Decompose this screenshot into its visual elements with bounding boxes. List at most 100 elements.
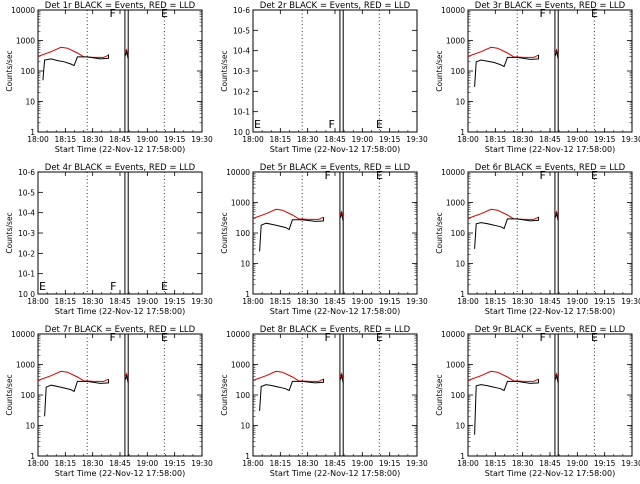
det3-x-tick-label: 19:30 (621, 135, 640, 144)
det1-x-tick-label: 18:00 (27, 135, 49, 144)
det9-y-tick-label: 10 (455, 422, 465, 431)
det9-series-lld-seg-2 (554, 372, 559, 381)
det2-mark-e-3: E (376, 118, 383, 131)
det7-x-tick-label: 19:00 (137, 459, 159, 468)
det9-y-tick-label: 10000 (441, 330, 465, 339)
det2-plot-frame (252, 9, 418, 133)
det1-y-tick-label: 10 (25, 98, 35, 107)
det9-series-lld-seg-1 (467, 370, 539, 382)
det6-x-tick-label: 18:30 (512, 297, 534, 306)
det8-x-tick-label: 19:15 (379, 459, 401, 468)
det5-mark-f-1: F (325, 169, 331, 182)
det7-x-tick-label: 18:00 (27, 459, 49, 468)
det5-y-axis-label: Counts/sec (220, 212, 229, 253)
det1-mark-f-1: F (110, 7, 116, 20)
det7-y-tick-label: 100 (21, 391, 36, 400)
det8-x-tick-label: 18:30 (297, 459, 319, 468)
det7-x-tick-label: 18:15 (55, 459, 77, 468)
det7-mark-e-2: E (161, 331, 168, 344)
det5-plot-frame (252, 171, 418, 295)
det5-x-axis-label: Start Time (22-Nov-12 17:58:00) (270, 307, 400, 316)
det1-x-tick-label: 18:30 (82, 135, 104, 144)
det8-plot-frame (252, 333, 418, 457)
det2-y-tick-label: 10-1 (233, 108, 250, 117)
det4-x-tick-label: 19:15 (164, 297, 186, 306)
det2-y-axis-label: Counts/sec (220, 50, 229, 91)
det6-x-tick-label: 19:15 (594, 297, 616, 306)
det1-x-tick-label: 19:30 (191, 135, 213, 144)
det4-y-tick-label: 10-4 (18, 209, 35, 218)
det2-mark-f-2: F (328, 118, 334, 131)
det5-y-tick-label: 1 (245, 290, 250, 299)
det9-plot-frame (467, 333, 633, 457)
det9-title: Det 9r BLACK = Events, RED = LLD (475, 325, 626, 335)
det8-x-tick-label: 18:45 (324, 459, 346, 468)
det4-x-tick-label: 19:30 (191, 297, 213, 306)
det4-y-tick-label: 10-3 (18, 229, 35, 238)
det4-plot-frame (37, 171, 203, 295)
det5-y-tick-label: 10000 (226, 168, 250, 177)
det8-mark-f-1: F (325, 331, 331, 344)
det4-x-tick-label: 18:45 (109, 297, 131, 306)
det4-mark-e-1: E (39, 280, 46, 293)
det8-y-tick-label: 10 (240, 422, 250, 431)
det2-x-tick-label: 19:00 (352, 135, 374, 144)
det8-mark-e-2: E (376, 331, 383, 344)
det8-y-tick-label: 100 (236, 391, 251, 400)
det3-x-tick-label: 18:00 (457, 135, 479, 144)
det2-y-tick-label: 10-2 (233, 87, 250, 96)
det9-mark-e-2: E (591, 331, 598, 344)
det1-y-tick-label: 1 (30, 128, 35, 137)
det7-y-axis-label: Counts/sec (5, 374, 14, 415)
det4-mark-f-2: F (110, 280, 116, 293)
det4-mark-e-3: E (161, 280, 168, 293)
det6-y-axis-label: Counts/sec (435, 212, 444, 253)
det5-x-tick-label: 18:30 (297, 297, 319, 306)
det5-series-lld-seg-2 (339, 210, 344, 219)
det9-y-tick-label: 1 (460, 452, 465, 461)
det6-mark-e-2: E (591, 169, 598, 182)
det5-x-tick-label: 18:00 (242, 297, 264, 306)
det4-x-tick-label: 18:00 (27, 297, 49, 306)
det3-y-tick-label: 10000 (441, 6, 465, 15)
det2-x-tick-label: 18:45 (324, 135, 346, 144)
det6-x-tick-label: 18:45 (539, 297, 561, 306)
det5-y-tick-label: 1000 (231, 199, 250, 208)
det6-y-tick-label: 100 (451, 229, 466, 238)
det7-series-lld-seg-1 (37, 370, 109, 382)
det7-x-tick-label: 18:45 (109, 459, 131, 468)
det3-title: Det 3r BLACK = Events, RED = LLD (475, 1, 626, 11)
det6-series-events-seg-2 (554, 212, 559, 222)
det3-x-tick-label: 18:30 (512, 135, 534, 144)
det2-x-tick-label: 19:30 (406, 135, 428, 144)
det8-y-axis-label: Counts/sec (220, 374, 229, 415)
det1-x-tick-label: 18:15 (55, 135, 77, 144)
det6-x-tick-label: 18:00 (457, 297, 479, 306)
det3-mark-f-1: F (540, 7, 546, 20)
det3-y-tick-label: 1 (460, 128, 465, 137)
det9-series-events-seg-2 (554, 374, 559, 384)
det2-y-tick-label: 10-3 (233, 67, 250, 76)
det8-x-axis-label: Start Time (22-Nov-12 17:58:00) (270, 469, 400, 478)
det4-x-tick-label: 18:30 (82, 297, 104, 306)
det3-y-axis-label: Counts/sec (435, 50, 444, 91)
det7-title: Det 7r BLACK = Events, RED = LLD (45, 325, 196, 335)
det7-y-tick-label: 1 (30, 452, 35, 461)
det1-series-lld-seg-2 (124, 48, 129, 57)
det8-y-tick-label: 10000 (226, 330, 250, 339)
det7-x-axis-label: Start Time (22-Nov-12 17:58:00) (55, 469, 185, 478)
det6-y-tick-label: 1000 (446, 199, 465, 208)
det3-series-events-seg-1 (474, 54, 539, 87)
det1-series-events-seg-2 (124, 50, 129, 60)
det8-y-tick-label: 1000 (231, 361, 250, 370)
det4-y-tick-label: 10-6 (18, 168, 35, 177)
det3-y-tick-label: 100 (451, 67, 466, 76)
det6-series-events-seg-1 (474, 216, 539, 249)
det8-series-lld-seg-2 (339, 372, 344, 381)
det9-y-tick-label: 1000 (446, 361, 465, 370)
det6-x-axis-label: Start Time (22-Nov-12 17:58:00) (485, 307, 615, 316)
det6-y-tick-label: 10000 (441, 168, 465, 177)
det4-x-tick-label: 18:15 (55, 297, 77, 306)
det1-mark-e-2: E (161, 7, 168, 20)
